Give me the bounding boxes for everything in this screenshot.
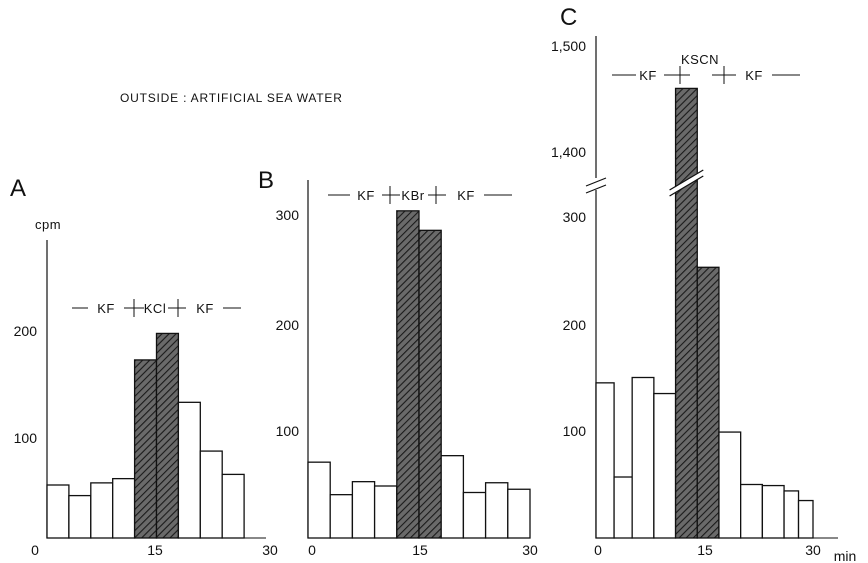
panel-c-bars <box>595 87 814 539</box>
panel-a: A cpm 100 200 0 15 30 KF KCl KF <box>10 175 278 558</box>
panel-b-bar-10 <box>507 488 531 539</box>
panel-c-ytick-1500: 1,500 <box>551 38 586 54</box>
panel-b-bar-7 <box>440 455 465 539</box>
panel-a-xtick-15: 15 <box>147 542 163 558</box>
panel-a-bar-1 <box>46 484 70 539</box>
panel-b-xtick-15: 15 <box>412 542 428 558</box>
panel-c-bar-4 <box>653 392 677 539</box>
panel-c-bar-11 <box>797 499 814 539</box>
panel-c-ytick-200: 200 <box>563 317 587 333</box>
panel-c-ytick-1400: 1,400 <box>551 144 586 160</box>
panel-a-bar-2 <box>68 494 92 539</box>
panel-a-bar-8 <box>199 450 223 539</box>
panel-c-period-kf-1: KF <box>639 68 657 83</box>
panel-a-letter: A <box>10 175 26 202</box>
panel-c-bar-3 <box>631 376 655 539</box>
panel-c-period-stim: KSCN <box>681 52 719 67</box>
panel-c-axis-break-top <box>585 177 607 187</box>
panel-c-bar-10 <box>783 490 800 539</box>
panel-a-ytick-100: 100 <box>14 430 38 446</box>
panel-b-letter: B <box>258 167 274 194</box>
panel-b-bar-6 <box>418 229 442 539</box>
panel-c-ytick-100: 100 <box>563 423 587 439</box>
panel-a-bar-3 <box>90 482 114 539</box>
panel-c-bar-break-gap <box>672 171 701 195</box>
panel-b-period-bar: KF KBr KF <box>328 186 512 204</box>
panel-a-xtick-30: 30 <box>262 542 278 558</box>
panel-c-bar-break-mark-1 <box>669 169 704 191</box>
panel-a-bar-4 <box>112 477 136 539</box>
panel-a-bar-7 <box>177 401 201 539</box>
panel-a-bar-6 <box>155 332 180 539</box>
panel-a-bar-9 <box>221 473 245 539</box>
panel-a-period-stim: KCl <box>144 301 166 316</box>
panel-a-period-kf-1: KF <box>97 301 115 316</box>
panel-b-ytick-100: 100 <box>276 423 300 439</box>
panel-a-bars <box>46 332 245 539</box>
panel-b-period-stim: KBr <box>401 188 424 203</box>
panel-c-bar-5 <box>674 87 698 539</box>
panel-c-bar-6 <box>696 266 720 539</box>
panel-c-letter: C <box>560 4 577 31</box>
panel-c-xtick-0: 0 <box>594 542 602 558</box>
panel-c-axis-break-bottom <box>585 184 607 194</box>
panel-b-bar-9 <box>484 482 509 539</box>
panel-c-bar-2 <box>613 476 633 539</box>
panel-a-period-bar: KF KCl KF <box>72 299 241 317</box>
panel-b-period-kf-2: KF <box>457 188 475 203</box>
panel-b-bar-1 <box>307 461 331 539</box>
panel-c-bar-9 <box>761 484 785 539</box>
panel-b: B 100 200 300 0 15 30 KF KBr KF <box>258 167 538 558</box>
panel-b-bar-2 <box>329 494 354 539</box>
panel-b-bars <box>307 210 531 539</box>
panel-b-bar-4 <box>373 485 398 539</box>
panel-c-xtick-30: 30 <box>805 542 821 558</box>
panel-c-bar-8 <box>740 483 764 539</box>
panel-b-period-kf-1: KF <box>357 188 375 203</box>
panel-c-xlabel: min <box>834 548 857 563</box>
panel-c-bar-7 <box>718 431 742 539</box>
panel-b-xtick-0: 0 <box>308 542 316 558</box>
panel-c-period-bar: KF KSCN KF <box>612 52 800 84</box>
panel-b-bar-8 <box>462 491 487 539</box>
panel-a-ylabel: cpm <box>35 217 61 232</box>
panel-c-xtick-15: 15 <box>697 542 713 558</box>
panel-b-xtick-30: 30 <box>522 542 538 558</box>
outside-medium-note: OUTSIDE : ARTIFICIAL SEA WATER <box>120 91 343 105</box>
panel-a-ytick-200: 200 <box>14 323 38 339</box>
panel-b-ytick-200: 200 <box>276 317 300 333</box>
panel-a-bar-5 <box>133 359 158 539</box>
panel-c-bar-1 <box>595 382 615 539</box>
panel-a-xtick-0: 0 <box>31 542 39 558</box>
panel-a-period-kf-2: KF <box>196 301 214 316</box>
panel-c-period-kf-2: KF <box>745 68 763 83</box>
panel-c: C 100 200 300 1,400 1,500 0 15 30 min KF… <box>551 4 856 563</box>
panel-b-ytick-300: 300 <box>276 207 300 223</box>
panel-c-bar-break-mark-2 <box>669 175 704 197</box>
panel-b-bar-5 <box>396 210 420 539</box>
panel-c-ytick-300: 300 <box>563 209 587 225</box>
panel-b-bar-3 <box>351 481 376 539</box>
